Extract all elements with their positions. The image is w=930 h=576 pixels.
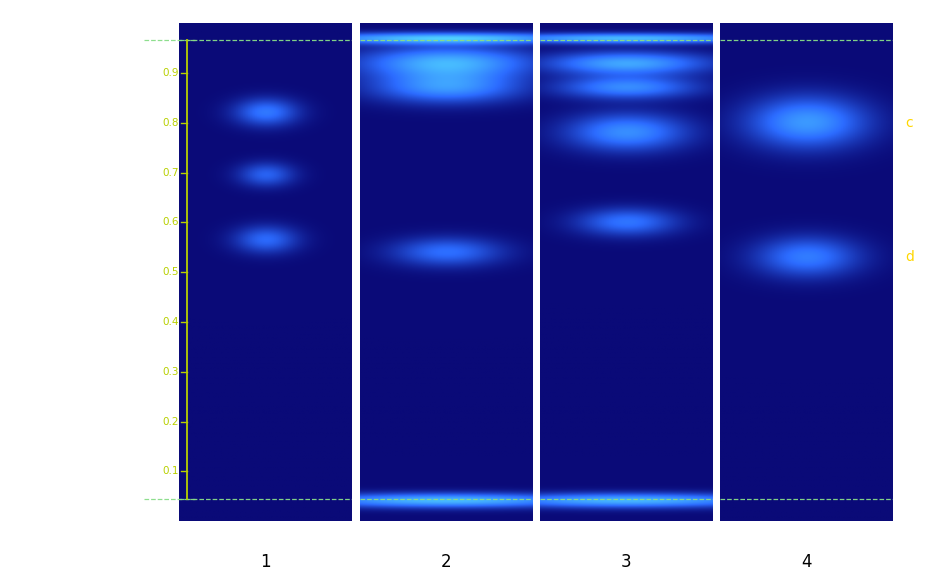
Text: a: a xyxy=(545,30,553,44)
Text: c: c xyxy=(723,128,731,142)
Text: 0.2: 0.2 xyxy=(163,416,179,427)
Text: 0.1: 0.1 xyxy=(163,467,179,476)
Text: 0.9: 0.9 xyxy=(163,68,179,78)
Text: c: c xyxy=(905,116,912,130)
Text: d: d xyxy=(905,250,914,264)
Text: 3: 3 xyxy=(621,553,631,571)
Text: 0.3: 0.3 xyxy=(163,367,179,377)
Text: 0.5: 0.5 xyxy=(163,267,179,277)
Text: 2: 2 xyxy=(441,553,451,571)
Text: a: a xyxy=(723,487,732,501)
Text: 0.6: 0.6 xyxy=(163,217,179,228)
Text: a: a xyxy=(723,30,732,44)
Text: a: a xyxy=(545,487,553,501)
Text: b: b xyxy=(545,66,553,80)
Text: b: b xyxy=(723,66,732,80)
Text: 0.7: 0.7 xyxy=(163,168,179,177)
Text: 0.8: 0.8 xyxy=(163,118,179,128)
Text: 0.4: 0.4 xyxy=(163,317,179,327)
Text: 1: 1 xyxy=(260,553,272,571)
Text: d: d xyxy=(723,215,732,229)
Text: 4: 4 xyxy=(801,553,812,571)
